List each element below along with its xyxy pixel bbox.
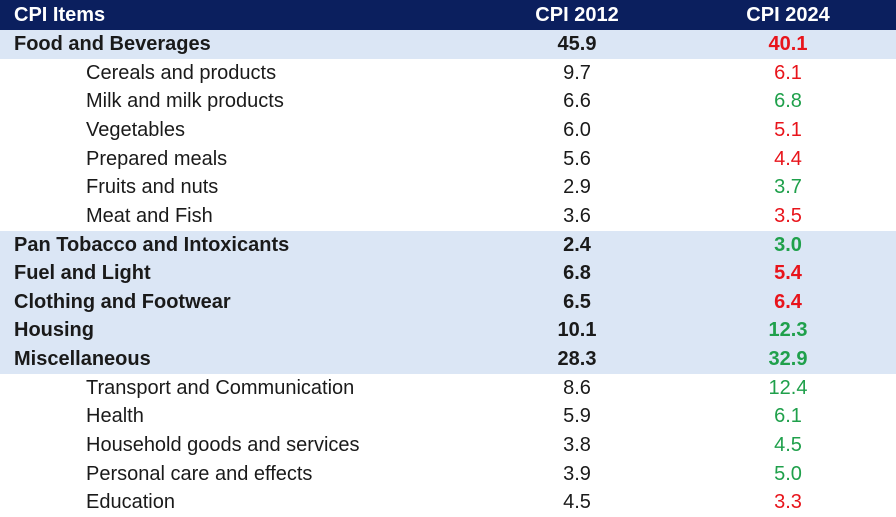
item-name: Housing bbox=[14, 319, 94, 342]
subcategory-row: Education 4.5 3.3 bbox=[0, 488, 896, 517]
cpi-value: 3.3 bbox=[774, 491, 802, 514]
cpi-value: 6.6 bbox=[563, 90, 591, 113]
header-cell: CPI 2012 bbox=[535, 4, 619, 26]
header-cell: CPI 2024 bbox=[746, 4, 830, 26]
category-row: Miscellaneous 28.3 32.9 bbox=[0, 345, 896, 374]
subcategory-row: Fruits and nuts 2.9 3.7 bbox=[0, 173, 896, 202]
item-name: Household goods and services bbox=[86, 434, 360, 457]
cpi-value: 28.3 bbox=[557, 348, 597, 371]
cpi-value: 6.0 bbox=[563, 118, 591, 141]
item-name: Prepared meals bbox=[86, 147, 228, 170]
item-name: Pan Tobacco and Intoxicants bbox=[14, 233, 290, 256]
cpi-value: 3.7 bbox=[774, 176, 802, 199]
item-name: Food and Beverages bbox=[14, 33, 211, 55]
item-name: Clothing and Footwear bbox=[14, 290, 231, 313]
cpi-value: 6.4 bbox=[774, 290, 802, 313]
cpi-value: 32.9 bbox=[768, 348, 808, 371]
category-row: Housing 10.1 12.3 bbox=[0, 316, 896, 346]
cpi-value: 6.1 bbox=[774, 61, 802, 84]
item-name: Health bbox=[86, 405, 144, 428]
cpi-value: 10.1 bbox=[557, 319, 597, 342]
cpi-value: 12.3 bbox=[768, 319, 808, 342]
item-name: Transport and Communication bbox=[86, 376, 355, 399]
cpi-value: 6.5 bbox=[563, 290, 591, 313]
cpi-value: 12.4 bbox=[768, 376, 808, 399]
cpi-value: 8.6 bbox=[563, 376, 591, 399]
cpi-value: 2.4 bbox=[563, 233, 591, 256]
cpi-value: 6.1 bbox=[774, 405, 802, 428]
item-name: Meat and Fish bbox=[86, 204, 213, 227]
cpi-value: 5.0 bbox=[774, 462, 802, 485]
cpi-value: 4.5 bbox=[563, 491, 591, 514]
cpi-value: 9.7 bbox=[563, 61, 591, 84]
subcategory-row: Vegetables 6.0 5.1 bbox=[0, 116, 896, 145]
item-name: Milk and milk products bbox=[86, 90, 284, 113]
cpi-value: 4.5 bbox=[774, 434, 802, 457]
cpi-value: 5.6 bbox=[563, 147, 591, 170]
subcategory-row: Prepared meals 5.6 4.4 bbox=[0, 145, 896, 174]
cpi-value: 6.8 bbox=[774, 90, 802, 113]
category-row: Food and Beverages 45.9 40.1 bbox=[0, 30, 896, 59]
item-name: Cereals and products bbox=[86, 61, 277, 84]
cpi-value: 5.1 bbox=[774, 118, 802, 141]
cpi-value: 5.4 bbox=[774, 262, 802, 285]
item-name: Fruits and nuts bbox=[86, 176, 219, 199]
cpi-value: 3.5 bbox=[774, 204, 802, 227]
cpi-value: 40.1 bbox=[768, 33, 808, 55]
subcategory-row: Milk and milk products 6.6 6.8 bbox=[0, 87, 896, 116]
cpi-value: 3.9 bbox=[563, 462, 591, 485]
subcategory-row: Transport and Communication 8.6 12.4 bbox=[0, 374, 896, 403]
subcategory-row: Household goods and services 3.8 4.5 bbox=[0, 431, 896, 460]
item-name: Vegetables bbox=[86, 118, 185, 141]
cpi-value: 3.8 bbox=[563, 434, 591, 457]
cpi-value: 6.8 bbox=[563, 262, 591, 285]
header-row: CPI Items CPI 2012 CPI 2024 bbox=[0, 0, 896, 30]
cpi-value: 4.4 bbox=[774, 147, 802, 170]
item-name: Miscellaneous bbox=[14, 348, 151, 371]
category-row: Clothing and Footwear 6.5 6.4 bbox=[0, 287, 896, 317]
subcategory-row: Cereals and products 9.7 6.1 bbox=[0, 59, 896, 88]
subcategory-row: Personal care and effects 3.9 5.0 bbox=[0, 460, 896, 489]
cpi-value: 45.9 bbox=[557, 33, 597, 55]
category-row: Pan Tobacco and Intoxicants 2.4 3.0 bbox=[0, 230, 896, 260]
header-cell: CPI Items bbox=[14, 4, 106, 26]
subcategory-row: Meat and Fish 3.6 3.5 bbox=[0, 202, 896, 231]
item-name: Personal care and effects bbox=[86, 462, 313, 485]
category-row: Fuel and Light 6.8 5.4 bbox=[0, 259, 896, 288]
cpi-value: 3.6 bbox=[563, 204, 591, 227]
cpi-value: 2.9 bbox=[563, 176, 591, 199]
cpi-value: 3.0 bbox=[774, 233, 802, 256]
item-name: Fuel and Light bbox=[14, 262, 151, 285]
cpi-value: 5.9 bbox=[563, 405, 591, 428]
item-name: Education bbox=[86, 491, 175, 514]
subcategory-row: Health 5.9 6.1 bbox=[0, 402, 896, 431]
